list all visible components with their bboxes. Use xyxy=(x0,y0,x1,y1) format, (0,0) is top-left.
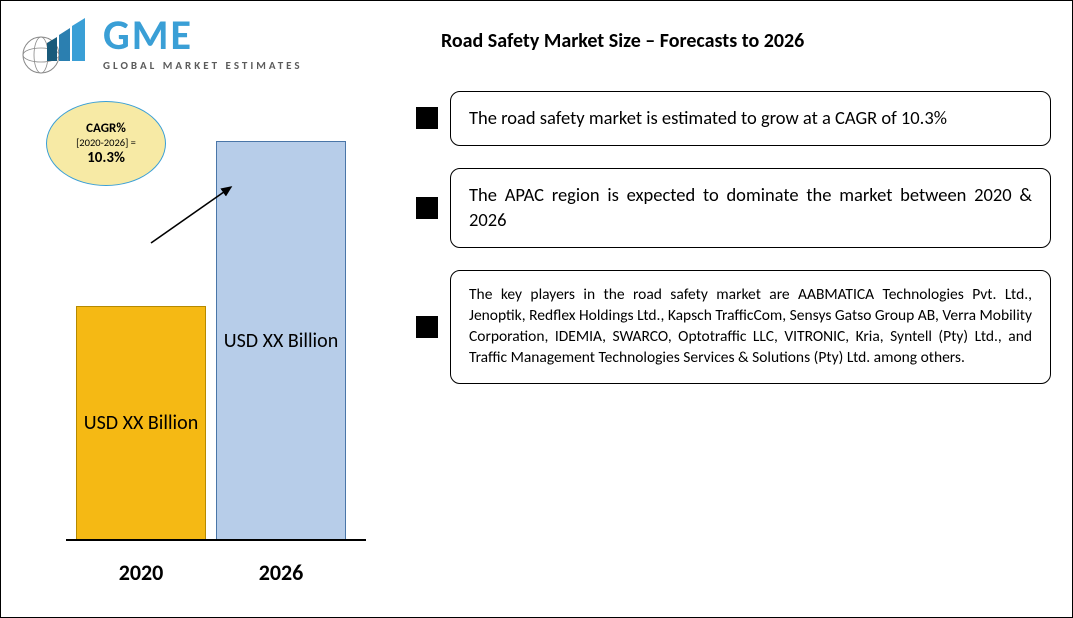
bar-2020: USD XX Billion xyxy=(76,306,206,541)
cagr-bubble: CAGR% [2020-2026] = 10.3% xyxy=(46,101,166,186)
x-axis-labels: 2020 2026 xyxy=(76,559,356,586)
x-label-2020: 2020 xyxy=(76,559,206,586)
info-box-cagr: The road safety market is estimated to g… xyxy=(450,91,1051,146)
info-box-players: The key players in the road safety marke… xyxy=(450,270,1051,384)
bar-2020-label: USD XX Billion xyxy=(84,411,198,436)
logo-text: GME GLOBAL MARKET ESTIMATES xyxy=(103,15,303,72)
logo-icon xyxy=(21,11,93,75)
bullet-icon xyxy=(416,107,438,129)
chart-baseline xyxy=(66,539,366,541)
x-label-2026: 2026 xyxy=(216,559,346,586)
logo-main-text: GME xyxy=(103,15,303,57)
cagr-period-range: [2020-2026] xyxy=(76,136,128,149)
growth-arrow-icon xyxy=(146,181,246,251)
info-boxes: The road safety market is estimated to g… xyxy=(416,91,1051,384)
info-row-1: The road safety market is estimated to g… xyxy=(416,91,1051,146)
info-row-3: The key players in the road safety marke… xyxy=(416,270,1051,384)
logo-sub-text: GLOBAL MARKET ESTIMATES xyxy=(103,59,303,72)
cagr-period: [2020-2026] = xyxy=(76,136,136,149)
bullet-icon xyxy=(416,197,438,219)
chart-area: CAGR% [2020-2026] = 10.3% USD XX Billion… xyxy=(46,121,376,591)
bullet-icon xyxy=(416,316,438,338)
logo: GME GLOBAL MARKET ESTIMATES xyxy=(21,11,303,75)
cagr-label: CAGR% xyxy=(86,121,126,136)
page-title: Road Safety Market Size – Forecasts to 2… xyxy=(441,29,804,53)
cagr-equals: = xyxy=(128,136,136,149)
info-box-region: The APAC region is expected to dominate … xyxy=(450,168,1051,248)
info-row-2: The APAC region is expected to dominate … xyxy=(416,168,1051,248)
cagr-value: 10.3% xyxy=(87,149,125,167)
bar-2026-label: USD XX Billion xyxy=(224,329,338,354)
